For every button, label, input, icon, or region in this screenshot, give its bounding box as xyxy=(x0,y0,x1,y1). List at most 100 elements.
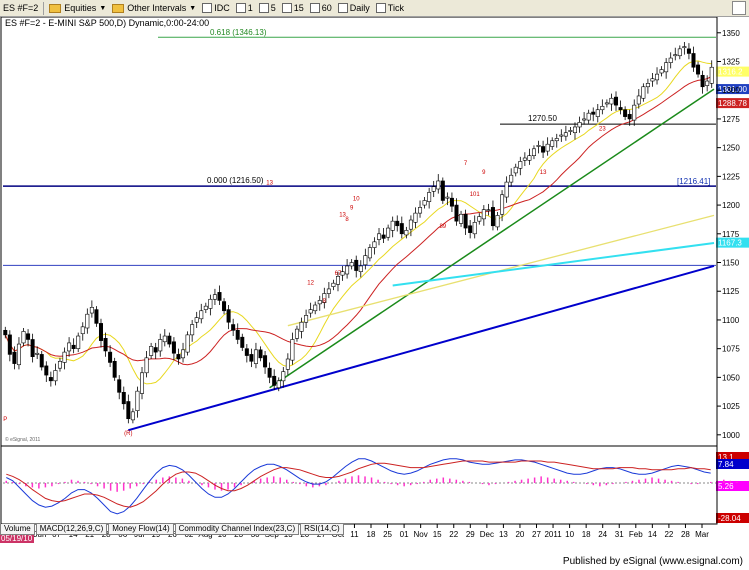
checkbox-icon xyxy=(235,3,246,13)
x-tick-label: 27 xyxy=(532,530,541,539)
interval-5[interactable]: 5 xyxy=(256,1,279,16)
candle-body xyxy=(340,271,345,276)
candle-body xyxy=(98,323,103,341)
candle-body xyxy=(395,220,400,227)
candle-body xyxy=(149,346,154,356)
candle-body xyxy=(527,155,532,161)
x-tick-label: 28 xyxy=(681,530,690,539)
y-tick-label: 1150 xyxy=(722,259,740,268)
candle-body xyxy=(53,370,58,382)
candle-body xyxy=(249,354,254,362)
trend-line-green xyxy=(269,88,715,389)
toolbar: ES #F=2 Equities ▼ Other Intervals ▼ IDC… xyxy=(0,0,749,17)
indicator-tag xyxy=(716,481,749,491)
setup-count-label: 23 xyxy=(599,126,606,132)
candle-body xyxy=(112,360,117,378)
candle-body xyxy=(595,109,600,117)
candle-body xyxy=(700,74,705,88)
tab-macd[interactable]: MACD(12,26,9,C) xyxy=(35,524,108,535)
candle-body xyxy=(103,338,108,352)
setup-count-label: 8 xyxy=(345,217,349,223)
candle-body xyxy=(367,247,372,259)
interval-idc[interactable]: IDC xyxy=(199,1,233,16)
y-tick-label: 1025 xyxy=(722,402,740,411)
setup-count-label: (R) xyxy=(124,431,132,437)
level-label: [1216.41] xyxy=(677,177,710,186)
candle-body xyxy=(62,351,67,363)
setup-count-label: 13 xyxy=(540,170,547,176)
checkbox-icon xyxy=(309,3,320,13)
interval-1[interactable]: 1 xyxy=(233,1,256,16)
candle-body xyxy=(500,194,505,215)
candle-body xyxy=(30,339,35,358)
setup-count-label: 12 xyxy=(307,280,314,286)
candle-body xyxy=(85,313,90,329)
candle-body xyxy=(554,138,559,142)
candle-body xyxy=(117,379,122,393)
candle-body xyxy=(308,309,313,314)
candle-body xyxy=(418,207,423,214)
candle-body xyxy=(263,355,268,368)
candle-body xyxy=(436,180,441,190)
candle-body xyxy=(472,222,477,235)
price-chart: 0.618 (1346.13) 0.000 (1216.50) 1270.50 [12… xyxy=(0,17,749,557)
candle-body xyxy=(76,335,81,349)
candle-body xyxy=(285,358,290,370)
x-tick-label: 14 xyxy=(648,530,657,539)
candle-body xyxy=(326,288,331,294)
price-tag xyxy=(716,66,749,77)
candle-body xyxy=(682,46,687,49)
candle-body xyxy=(481,209,486,220)
tab-volume[interactable]: Volume xyxy=(0,524,35,535)
equities-menu[interactable]: Equities ▼ xyxy=(46,1,109,16)
equities-label: Equities xyxy=(64,3,97,13)
candle-body xyxy=(650,78,655,82)
candle-body xyxy=(167,335,172,345)
candle-body xyxy=(258,349,263,359)
candle-body xyxy=(550,140,555,147)
candle-body xyxy=(313,304,318,312)
candle-body xyxy=(531,148,536,156)
candle-body xyxy=(71,344,76,349)
symbol-field[interactable]: ES #F=2 xyxy=(0,1,41,16)
candle-body xyxy=(577,122,582,128)
candle-body xyxy=(44,365,49,376)
candle-body xyxy=(381,234,386,239)
x-tick-label: 18 xyxy=(367,530,376,539)
indicator-tag xyxy=(716,459,749,469)
publisher-credit: Published by eSignal (www.esignal.com) xyxy=(562,556,743,567)
interval-tick[interactable]: Tick xyxy=(373,1,407,16)
tab-rsi[interactable]: RSI(14,C) xyxy=(300,524,344,535)
toolbar-divider xyxy=(43,1,45,15)
candle-body xyxy=(686,48,691,54)
candle-body xyxy=(586,112,591,121)
tab-cci[interactable]: Commodity Channel Index(23,C) xyxy=(174,524,300,535)
candle-body xyxy=(559,134,564,137)
candle-body xyxy=(413,212,418,223)
tab-money-flow[interactable]: Money Flow(14) xyxy=(108,524,174,535)
interval-label: Tick xyxy=(387,3,404,13)
candle-body xyxy=(582,118,587,121)
interval-60[interactable]: 60 xyxy=(307,1,335,16)
candle-body xyxy=(449,197,454,207)
y-tick-label: 1125 xyxy=(722,287,740,296)
trend-line-blue xyxy=(128,264,715,432)
candle-body xyxy=(199,310,204,320)
fib-label: 0.618 (1346.13) xyxy=(210,28,267,37)
candle-body xyxy=(659,69,664,74)
candle-body xyxy=(572,126,577,134)
interval-15[interactable]: 15 xyxy=(279,1,307,16)
candle-body xyxy=(541,146,546,153)
interval-daily[interactable]: Daily xyxy=(335,1,373,16)
price-tag-label: 1167.3 xyxy=(718,239,742,248)
other-intervals-menu[interactable]: Other Intervals ▼ xyxy=(109,1,199,16)
x-tick-label: 24 xyxy=(598,530,607,539)
candle-body xyxy=(709,66,714,84)
candle-body xyxy=(627,114,632,120)
x-tick-label: 31 xyxy=(615,530,624,539)
interval-label: 1 xyxy=(247,3,253,13)
menu-button[interactable] xyxy=(732,1,746,15)
plot-frame xyxy=(0,17,718,525)
candle-body xyxy=(35,352,40,355)
candle-body xyxy=(12,351,17,364)
